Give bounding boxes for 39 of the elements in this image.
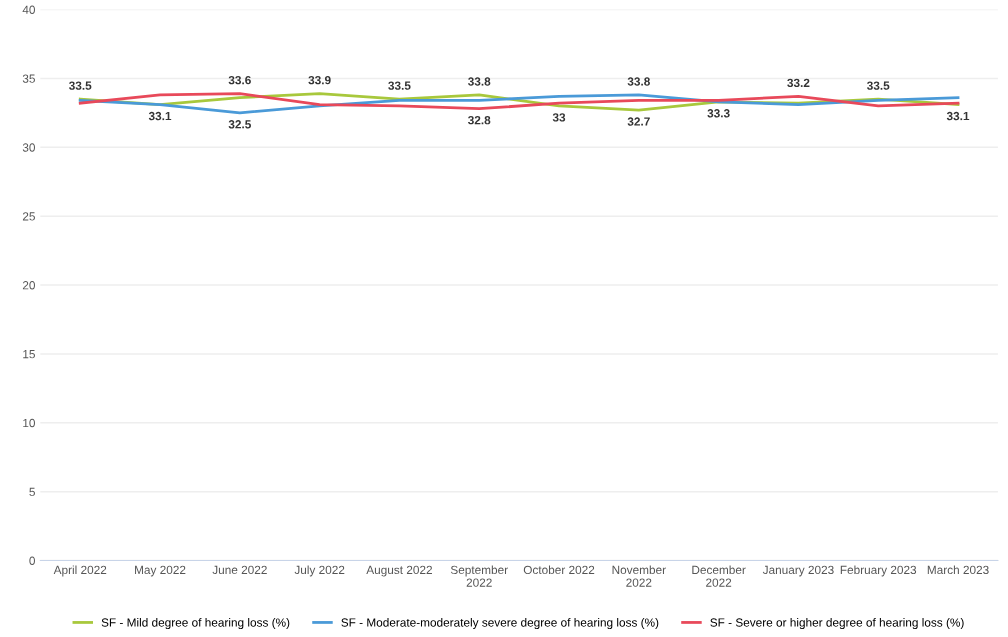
data-label: 32.7 bbox=[627, 117, 650, 126]
data-label: 33.5 bbox=[388, 81, 411, 90]
x-tick-label: May 2022 bbox=[135, 565, 186, 577]
data-label: 32.5 bbox=[228, 120, 251, 129]
x-tick-label: January 2023 bbox=[762, 565, 834, 577]
x-tick-label: September 2022 bbox=[450, 565, 508, 587]
data-label: 33 bbox=[552, 113, 566, 122]
x-tick-label: April 2022 bbox=[53, 565, 107, 577]
data-label: 33.5 bbox=[69, 81, 92, 90]
legend-label: SF - Mild degree of hearing loss (%) bbox=[101, 618, 290, 630]
x-tick-label: December 2022 bbox=[692, 565, 746, 587]
data-label: 33.2 bbox=[787, 78, 810, 88]
x-tick-label: June 2022 bbox=[212, 565, 267, 575]
data-label: 33.3 bbox=[707, 109, 730, 118]
data-label: 33.9 bbox=[308, 75, 331, 85]
x-tick-label: October 2022 bbox=[523, 565, 595, 575]
legend-label: SF - Severe or higher degree of hearing loss (%) bbox=[710, 618, 964, 630]
legend-label: SF - Moderate-moderately severe degree of hearing loss (%) bbox=[341, 618, 659, 630]
y-tick-label: 35 bbox=[22, 74, 35, 83]
y-tick-label: 30 bbox=[22, 143, 35, 152]
x-tick-label: August 2022 bbox=[366, 565, 432, 577]
y-tick-label: 40 bbox=[22, 5, 35, 14]
data-label: 33.6 bbox=[228, 75, 251, 85]
y-tick-label: 10 bbox=[23, 418, 35, 428]
y-tick-label: 15 bbox=[23, 350, 35, 359]
data-label: 33.1 bbox=[946, 111, 970, 121]
y-tick-label: 0 bbox=[29, 556, 35, 565]
data-label: 33.5 bbox=[867, 81, 890, 90]
data-label: 33.1 bbox=[148, 111, 172, 121]
y-tick-label: 25 bbox=[22, 212, 35, 221]
x-tick-label: March 2023 bbox=[927, 565, 989, 575]
data-label: 33.8 bbox=[468, 77, 491, 86]
data-label: 33.8 bbox=[627, 77, 650, 86]
x-tick-label: November 2022 bbox=[612, 565, 666, 587]
x-tick-label: February 2023 bbox=[840, 565, 917, 577]
y-tick-label: 5 bbox=[29, 487, 35, 497]
data-label: 32.8 bbox=[468, 115, 491, 125]
x-tick-label: July 2022 bbox=[294, 565, 345, 577]
y-tick-label: 20 bbox=[22, 281, 35, 290]
